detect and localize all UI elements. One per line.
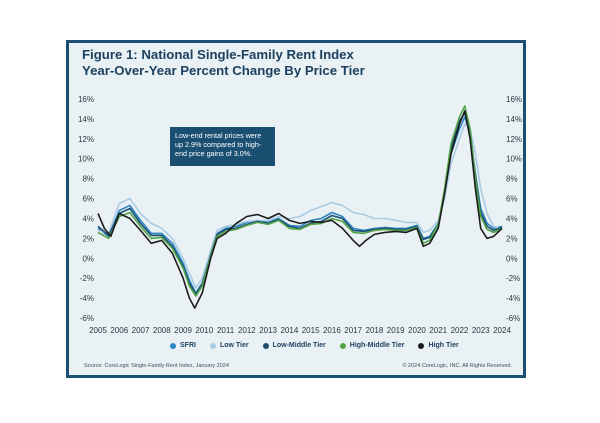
x-tick-label: 2021 [429, 326, 447, 335]
legend-label: High-Middle Tier [349, 342, 405, 349]
y-tick-label-left: 10% [78, 155, 94, 164]
y-tick-label-left: 14% [78, 115, 94, 124]
x-tick-label: 2009 [174, 326, 192, 335]
y-tick-label-left: 8% [82, 175, 94, 184]
x-tick-label: 2011 [217, 326, 235, 335]
series-line-low-tier [97, 123, 503, 289]
y-tick-label-left: -4% [80, 294, 94, 303]
y-tick-label-right: 14% [506, 115, 522, 124]
x-tick-label: 2013 [259, 326, 277, 335]
y-tick-label-left: 4% [82, 214, 94, 223]
copyright-note: © 2024 CoreLogic, INC. All Rights Reserv… [402, 363, 512, 369]
x-tick-label: 2020 [408, 326, 426, 335]
y-tick-label-right: 2% [506, 234, 518, 243]
legend-item: High-Middle Tier [339, 342, 405, 349]
legend-swatch [262, 342, 269, 349]
chart-title: Figure 1: National Single-Family Rent In… [82, 47, 365, 79]
y-tick-label-right: 12% [506, 135, 522, 144]
y-tick-label-right: 16% [506, 95, 522, 104]
chart-legend: SFRI Low Tier Low-Middle Tier High-Middle T… [170, 342, 459, 349]
x-tick-label: 2022 [451, 326, 469, 335]
legend-label: SFRI [180, 342, 196, 349]
y-tick-label-left: -6% [80, 314, 94, 323]
x-tick-label: 2015 [302, 326, 320, 335]
y-tick-label-left: 16% [78, 95, 94, 104]
legend-label: Low Tier [219, 342, 249, 349]
chart-title-line2: Year-Over-Year Percent Change By Price T… [82, 63, 365, 78]
x-tick-label: 2014 [280, 326, 298, 335]
legend-item: Low Tier [209, 342, 249, 349]
y-tick-label-left: 2% [82, 234, 94, 243]
y-tick-label-right: -6% [506, 314, 520, 323]
chart-title-line1: Figure 1: National Single-Family Rent In… [82, 47, 354, 62]
legend-item: SFRI [170, 342, 196, 349]
legend-item: High Tier [418, 342, 459, 349]
y-tick-label-right: -4% [506, 294, 520, 303]
x-tick-label: 2018 [366, 326, 384, 335]
x-tick-label: 2024 [493, 326, 511, 335]
y-tick-label-left: 12% [78, 135, 94, 144]
series-line-high-tier [97, 110, 503, 309]
chart-card [66, 40, 526, 378]
y-tick-label-right: 8% [506, 175, 518, 184]
x-tick-label: 2017 [344, 326, 362, 335]
y-tick-label-left: 6% [82, 195, 94, 204]
x-tick-label: 2023 [472, 326, 490, 335]
x-tick-label: 2008 [153, 326, 171, 335]
source-note: Source: CoreLogic Single-Family Rent Ind… [84, 363, 229, 369]
legend-swatch [418, 342, 425, 349]
legend-label: Low-Middle Tier [272, 342, 326, 349]
callout-box: Low-end rental prices were up 2.9% compa… [170, 127, 275, 166]
legend-label: High Tier [428, 342, 459, 349]
legend-item: Low-Middle Tier [262, 342, 326, 349]
legend-swatch [209, 342, 216, 349]
y-tick-label-right: 6% [506, 195, 518, 204]
x-tick-label: 2010 [195, 326, 213, 335]
y-tick-label-right: 10% [506, 155, 522, 164]
legend-swatch [170, 342, 176, 349]
x-tick-label: 2016 [323, 326, 341, 335]
y-tick-label-left: 0% [82, 254, 94, 263]
y-tick-label-right: -2% [506, 274, 520, 283]
x-tick-label: 2012 [238, 326, 256, 335]
x-tick-label: 2019 [387, 326, 405, 335]
x-tick-label: 2006 [110, 326, 128, 335]
x-tick-label: 2007 [132, 326, 150, 335]
y-tick-label-right: 0% [506, 254, 518, 263]
series-line-high-middle-tier [97, 105, 503, 297]
y-tick-label-right: 4% [506, 214, 518, 223]
legend-swatch [339, 342, 346, 349]
x-tick-label: 2005 [89, 326, 107, 335]
y-tick-label-left: -2% [80, 274, 94, 283]
